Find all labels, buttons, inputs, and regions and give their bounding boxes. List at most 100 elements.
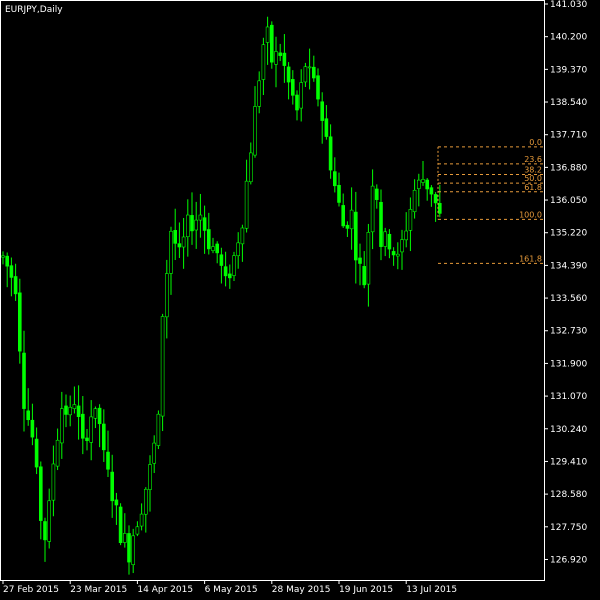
candle bbox=[59, 391, 64, 459]
y-tick-label: 136.050 bbox=[550, 196, 587, 206]
candle bbox=[370, 169, 375, 250]
fib-level-label: 50.0 bbox=[524, 174, 542, 183]
y-tick-label: 127.750 bbox=[550, 523, 587, 533]
candle bbox=[76, 385, 81, 440]
candle bbox=[265, 16, 270, 65]
y-tick-label: 140.200 bbox=[550, 33, 587, 43]
candle bbox=[337, 172, 341, 207]
candle bbox=[169, 226, 173, 295]
candle bbox=[425, 178, 430, 201]
candle bbox=[303, 62, 308, 87]
x-tick-label: 28 May 2015 bbox=[272, 585, 331, 595]
candle bbox=[215, 241, 219, 264]
candle bbox=[228, 264, 232, 289]
candle bbox=[102, 409, 106, 462]
candle bbox=[332, 157, 337, 193]
y-tick-label: 131.900 bbox=[550, 359, 587, 369]
candle bbox=[416, 173, 421, 207]
candle bbox=[286, 62, 291, 100]
candle bbox=[257, 71, 262, 114]
candle bbox=[236, 232, 240, 269]
chart-title: EURJPY,Daily bbox=[5, 5, 63, 15]
fibonacci-retracement: 0.0 23.638.250.061.8 100.0 161.8 bbox=[437, 138, 544, 264]
candle bbox=[5, 252, 9, 288]
candle bbox=[34, 427, 39, 475]
candle bbox=[38, 461, 43, 540]
candle bbox=[55, 428, 60, 471]
candle bbox=[190, 192, 194, 245]
candle bbox=[81, 396, 85, 455]
candle bbox=[131, 528, 135, 574]
candle bbox=[198, 193, 203, 238]
y-axis: 141.030 140.200 139.370 138.540 137.710 136.8… bbox=[544, 0, 587, 565]
candle bbox=[89, 400, 93, 461]
candle bbox=[51, 445, 56, 517]
candle bbox=[97, 404, 102, 448]
candle bbox=[324, 105, 329, 140]
candle bbox=[274, 36, 278, 88]
candle bbox=[207, 212, 211, 255]
candle bbox=[17, 278, 22, 364]
candle bbox=[249, 142, 253, 185]
candle bbox=[311, 55, 316, 82]
candle bbox=[139, 503, 144, 531]
candle bbox=[114, 492, 119, 525]
candle bbox=[379, 189, 383, 261]
candle bbox=[30, 403, 35, 446]
candle bbox=[349, 187, 354, 250]
plot-frame bbox=[0, 0, 545, 581]
candle bbox=[400, 229, 404, 270]
y-tick-label: 137.710 bbox=[550, 131, 587, 141]
candle bbox=[391, 247, 396, 266]
x-tick-label: 14 Apr 2015 bbox=[137, 585, 193, 595]
y-tick-label: 135.220 bbox=[550, 229, 587, 239]
candle bbox=[341, 193, 346, 228]
y-tick-label: 141.030 bbox=[550, 0, 587, 10]
x-tick-label: 27 Feb 2015 bbox=[3, 585, 59, 595]
candle bbox=[278, 43, 283, 62]
candle bbox=[366, 223, 371, 307]
fib-level-label: 0.0 bbox=[529, 138, 542, 147]
candle bbox=[269, 21, 274, 69]
candle bbox=[47, 488, 52, 549]
y-tick-label: 138.540 bbox=[550, 98, 587, 108]
candle bbox=[93, 406, 98, 429]
candle bbox=[240, 224, 245, 262]
y-tick-label: 131.070 bbox=[550, 392, 587, 402]
price-bars bbox=[1, 16, 442, 575]
candle bbox=[43, 517, 47, 562]
candle bbox=[127, 525, 131, 575]
candle bbox=[72, 386, 77, 414]
candle bbox=[412, 179, 417, 219]
candle bbox=[358, 243, 362, 286]
fib-level-label: 161.8 bbox=[519, 254, 542, 263]
candle bbox=[362, 251, 367, 289]
fib-level-label: 61.8 bbox=[524, 183, 542, 192]
candle bbox=[345, 221, 350, 237]
candle bbox=[13, 263, 18, 301]
candle bbox=[194, 201, 198, 249]
fib-level-label: 100.0 bbox=[519, 210, 542, 219]
y-tick-label: 129.410 bbox=[550, 457, 587, 467]
candle bbox=[408, 197, 413, 252]
candle bbox=[316, 68, 320, 107]
candle bbox=[202, 205, 207, 254]
y-tick-label: 128.580 bbox=[550, 490, 587, 500]
candle bbox=[244, 159, 249, 233]
candle bbox=[22, 330, 26, 432]
candle bbox=[181, 217, 186, 269]
candle bbox=[429, 185, 434, 207]
candle bbox=[144, 487, 148, 533]
candle bbox=[9, 257, 14, 297]
x-tick-label: 6 May 2015 bbox=[205, 585, 258, 595]
candle bbox=[395, 242, 400, 270]
candle bbox=[211, 237, 215, 254]
y-tick-label: 136.880 bbox=[550, 163, 587, 173]
fib-level-label: 23.6 bbox=[524, 155, 542, 164]
candle bbox=[135, 521, 140, 537]
candle bbox=[421, 161, 425, 186]
candle bbox=[152, 435, 156, 474]
candle bbox=[177, 222, 182, 258]
candle bbox=[433, 192, 438, 222]
